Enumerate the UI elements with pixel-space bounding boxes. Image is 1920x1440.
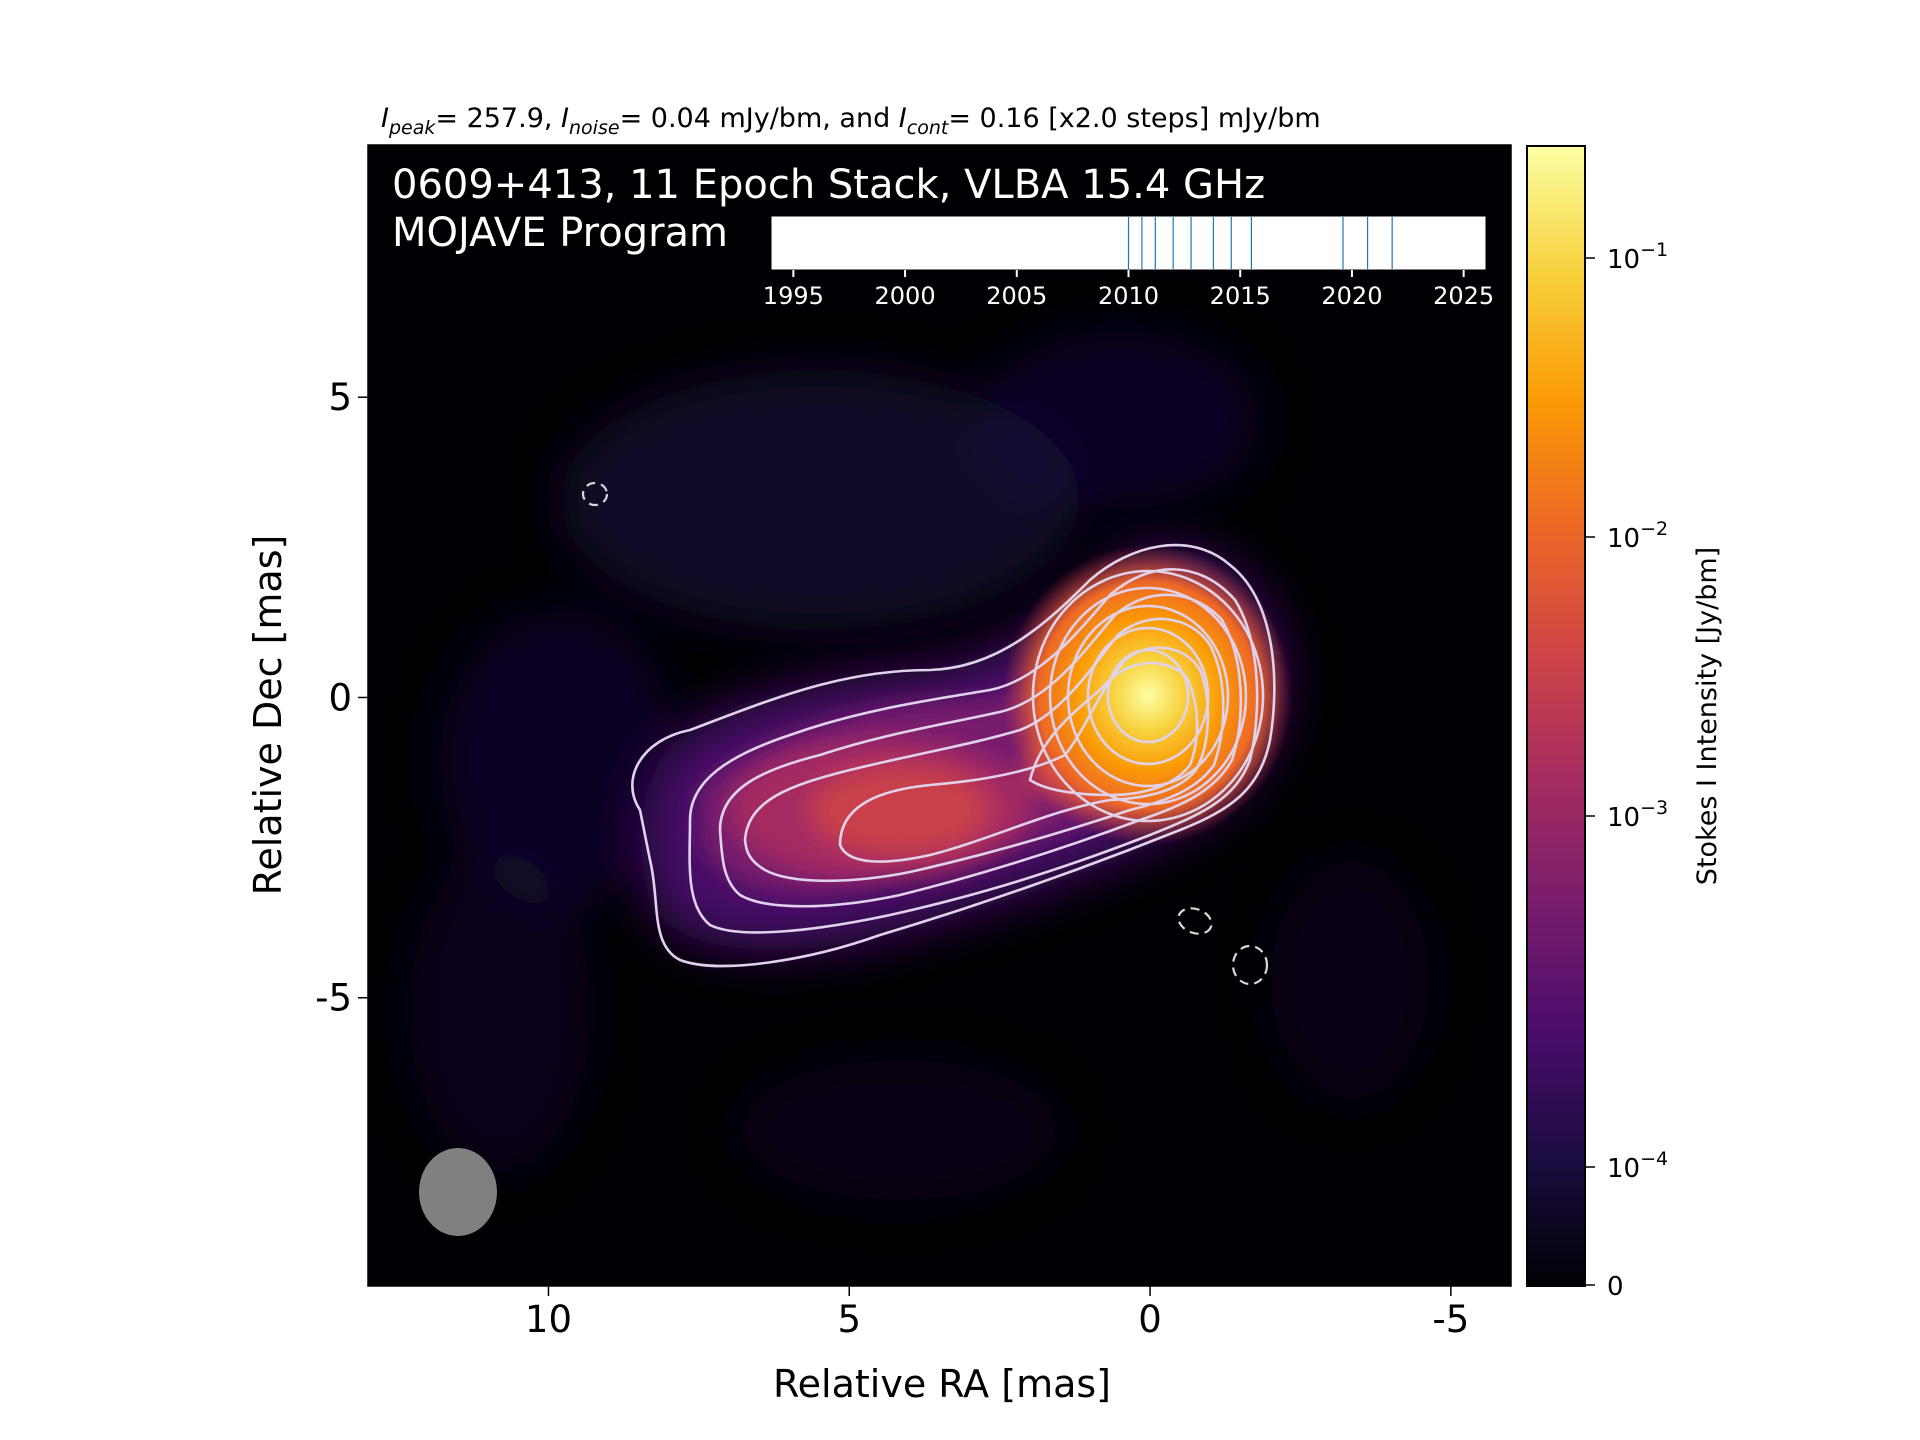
colorbar-tick-label: 10−4	[1607, 1148, 1668, 1184]
cont-symbol: I	[899, 103, 907, 134]
y-axis: 5 0 -5	[315, 376, 368, 1020]
contour-level-4	[743, 617, 1225, 883]
y-tick-label: -5	[315, 977, 352, 1020]
contour-level-9	[1066, 604, 1230, 788]
x-tick-label: 10	[525, 1298, 572, 1341]
y-axis-label: Relative Dec [mas]	[246, 535, 290, 896]
stats-note: Ipeak= 257.9, Inoise= 0.04 mJy/bm, and I…	[381, 103, 1321, 139]
timeline-year-label: 2025	[1433, 282, 1494, 310]
beam-ellipse	[419, 1148, 497, 1236]
epoch-timeline: 1995 2000 2005 2010 2015 2020 2025	[763, 215, 1494, 310]
colorbar-tick-label: 0	[1607, 1272, 1624, 1302]
contour-level-11	[1106, 648, 1190, 744]
plot-frame	[367, 144, 1512, 1287]
colorbar-tick-base: 10	[1607, 245, 1640, 275]
contour-level-7	[1031, 569, 1265, 823]
colorbar-tick-exponent: −3	[1640, 797, 1668, 819]
noise-value: = 0.04 mJy/bm, and	[620, 103, 899, 134]
contour-level-10	[1086, 626, 1210, 766]
contour-level-8	[1048, 586, 1248, 806]
timeline-year-label: 2015	[1210, 282, 1271, 310]
colorbar-tick-label: 10−2	[1607, 518, 1668, 554]
x-tick-label: 5	[837, 1298, 861, 1341]
core-glow	[1003, 545, 1293, 845]
contour-level-2	[688, 568, 1259, 934]
negative-contour-2	[1177, 907, 1213, 935]
title-line-1: 0609+413, 11 Epoch Stack, VLBA 15.4 GHz	[392, 162, 1265, 208]
x-tick-label: -5	[1432, 1298, 1469, 1341]
noise-symbol: I	[561, 103, 569, 134]
timeline-year-label: 2010	[1098, 282, 1159, 310]
contour-level-5	[838, 646, 1210, 863]
cont-value: = 0.16 [x2.0 steps] mJy/bm	[948, 103, 1320, 134]
image-plot	[368, 145, 1511, 1286]
timeline-year-label: 2020	[1321, 282, 1382, 310]
timeline-epochs	[1127, 217, 1393, 269]
colorbar-tick-label: 10−3	[1607, 797, 1668, 833]
x-tick-label: 0	[1138, 1298, 1162, 1341]
title-line-2: MOJAVE Program	[392, 210, 728, 256]
peak-symbol: I	[381, 103, 389, 134]
colorbar: 10−110−210−310−40 Stokes I Intensity [Jy…	[1526, 145, 1723, 1302]
colorbar-label: Stokes I Intensity [Jy/bm]	[1692, 547, 1723, 885]
timeline-year-label: 2005	[986, 282, 1047, 310]
timeline-year-label: 1995	[763, 282, 824, 310]
contour-level-1	[631, 543, 1276, 968]
colorbar-scale	[1526, 145, 1586, 1287]
contour-level-6	[1028, 661, 1199, 797]
timeline-year-label: 2000	[875, 282, 936, 310]
y-tick-label: 5	[328, 376, 352, 419]
peak-subscript: peak	[388, 117, 436, 139]
colorbar-tick-exponent: −1	[1640, 239, 1668, 261]
colorbar-tick-base: 10	[1607, 1154, 1640, 1184]
cont-subscript: cont	[907, 117, 950, 139]
x-axis-label: Relative RA [mas]	[773, 1362, 1111, 1406]
noise-subscript: noise	[569, 117, 620, 139]
colorbar-tick-base: 0	[1607, 1272, 1624, 1302]
colorbar-tick-exponent: −2	[1640, 518, 1668, 540]
colorbar-tick-base: 10	[1607, 524, 1640, 554]
x-axis: 10 5 0 -5	[525, 1286, 1469, 1341]
negative-contour-3	[1231, 944, 1269, 986]
y-tick-label: 0	[328, 676, 352, 719]
negative-contours	[581, 481, 1269, 986]
colorbar-ticks: 10−110−210−310−40	[1585, 239, 1668, 1302]
colorbar-tick-base: 10	[1607, 803, 1640, 833]
timeline-ticks: 1995 2000 2005 2010 2015 2020 2025	[763, 270, 1494, 310]
contour-level-3	[718, 593, 1243, 908]
colorbar-tick-exponent: −4	[1640, 1148, 1668, 1170]
negative-contour-1	[581, 481, 609, 507]
contours	[631, 543, 1276, 968]
noise-haze	[410, 330, 1430, 1200]
peak-value: = 257.9,	[435, 103, 561, 134]
colorbar-tick-label: 10−1	[1607, 239, 1668, 275]
